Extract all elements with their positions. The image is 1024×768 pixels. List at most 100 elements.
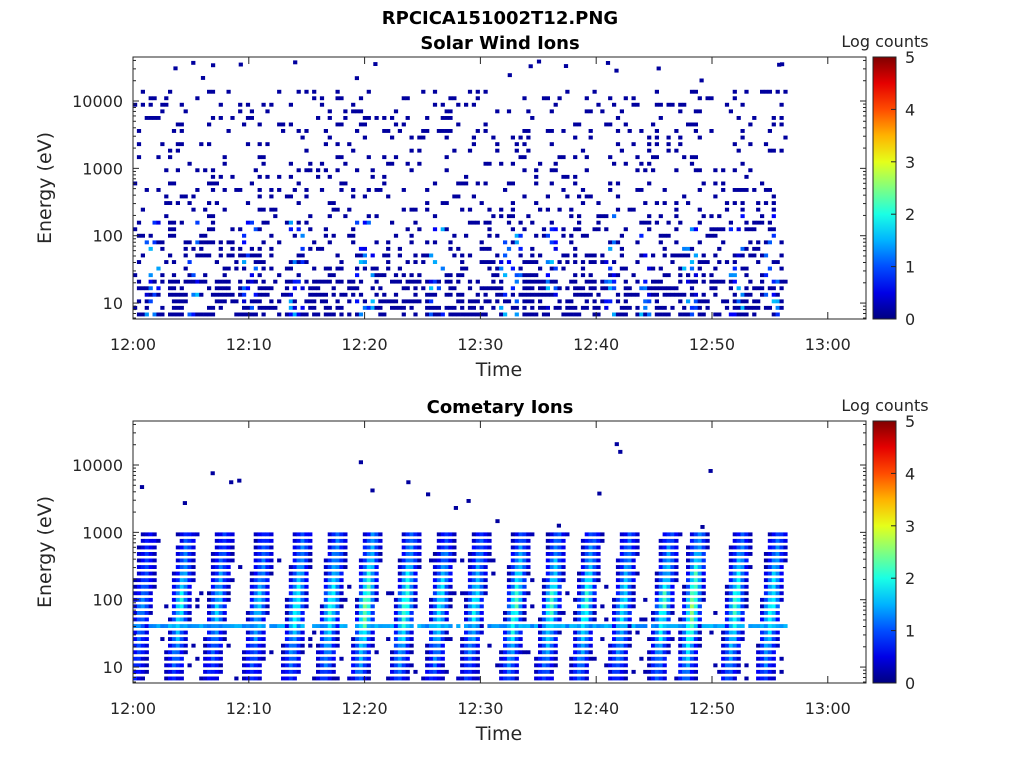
spectrogram-cell xyxy=(541,233,547,238)
spectrogram-cell xyxy=(390,220,395,225)
spectrogram-cell xyxy=(467,597,473,602)
spectrogram-cell xyxy=(382,155,387,160)
spectrogram-cell xyxy=(207,286,212,291)
spectrogram-cell xyxy=(183,246,188,251)
spectrogram-cell xyxy=(323,266,328,271)
spectrogram-cell xyxy=(752,312,757,317)
spectrogram-cell xyxy=(253,663,258,668)
spectrogram-cell xyxy=(627,558,632,563)
spectrogram-cell xyxy=(534,168,539,173)
spectrogram-cell xyxy=(374,266,379,271)
spectrogram-cell xyxy=(479,597,484,602)
spectrogram-cell xyxy=(214,584,219,589)
spectrogram-cell xyxy=(222,565,227,569)
spectrogram-cell xyxy=(460,676,465,681)
spectrogram-cell xyxy=(541,656,547,661)
spectrogram-cell xyxy=(253,597,258,602)
cometary-plot-frame xyxy=(132,420,867,684)
spectrogram-cell xyxy=(292,604,297,609)
spectrogram-cell xyxy=(393,604,399,609)
spectrogram-cell xyxy=(300,617,305,622)
spectrogram-cell xyxy=(767,286,772,291)
spectrogram-cell xyxy=(327,663,332,668)
spectrogram-cell xyxy=(721,624,726,628)
spectrogram-cell xyxy=(249,109,254,114)
spectrogram-cell xyxy=(763,676,769,681)
spectrogram-cell xyxy=(140,545,145,550)
spectrogram-cell xyxy=(479,591,484,596)
spectrogram-cell xyxy=(541,676,547,681)
spectrogram-cell xyxy=(175,663,180,668)
spectrogram-cell xyxy=(173,66,178,71)
spectrogram-cell xyxy=(327,617,332,622)
spectrogram-cell xyxy=(296,532,301,537)
spectrogram-cell xyxy=(651,292,656,297)
spectrogram-cell xyxy=(545,552,550,556)
spectrogram-cell xyxy=(596,305,601,310)
spectrogram-cell xyxy=(674,538,679,543)
spectrogram-cell xyxy=(522,617,527,622)
spectrogram-cell xyxy=(218,538,223,543)
spectrogram-cell xyxy=(541,312,547,317)
spectrogram-cell xyxy=(386,260,391,264)
spectrogram-cell xyxy=(767,669,772,674)
spectrogram-cell xyxy=(514,663,519,668)
spectrogram-cell xyxy=(600,532,605,537)
spectrogram-cell xyxy=(728,591,733,596)
spectrogram-cell xyxy=(615,312,621,317)
spectrogram-cell xyxy=(378,188,383,192)
spectrogram-cell xyxy=(736,565,741,569)
spectrogram-cell xyxy=(779,552,784,556)
spectrogram-cell xyxy=(183,552,188,556)
spectrogram-cell xyxy=(612,240,617,245)
spectrogram-cell xyxy=(584,299,589,304)
spectrogram-cell xyxy=(288,266,293,271)
spectrogram-cell xyxy=(413,260,418,264)
spectrogram-cell xyxy=(339,538,344,543)
spectrogram-cell xyxy=(577,286,582,291)
spectrogram-cell xyxy=(662,286,667,291)
spectrogram-cell xyxy=(783,538,788,543)
spectrogram-cell xyxy=(366,571,371,576)
spectrogram-cell xyxy=(763,669,769,674)
spectrogram-cell xyxy=(771,565,776,569)
spectrogram-cell xyxy=(767,227,772,232)
spectrogram-cell xyxy=(405,578,410,583)
spectrogram-cell xyxy=(467,565,473,569)
spectrogram-cell xyxy=(327,578,332,583)
spectrogram-cell xyxy=(358,630,364,635)
spectrogram-cell xyxy=(487,299,492,304)
spectrogram-cell xyxy=(584,565,589,569)
spectrogram-cell xyxy=(608,656,613,661)
spectrogram-cell xyxy=(171,292,177,297)
spectrogram-cell xyxy=(429,637,434,641)
spectrogram-cell xyxy=(300,604,305,609)
spectrogram-cell xyxy=(183,194,188,199)
spectrogram-cell xyxy=(339,604,344,609)
spectrogram-cell xyxy=(210,188,216,192)
spectrogram-cell xyxy=(767,611,772,615)
spectrogram-cell xyxy=(522,591,527,596)
spectrogram-cell xyxy=(144,643,149,648)
spectrogram-cell xyxy=(144,312,149,317)
spectrogram-cell xyxy=(261,286,266,291)
spectrogram-cell xyxy=(456,181,461,186)
spectrogram-cell xyxy=(456,102,461,107)
spectrogram-cell xyxy=(674,552,679,556)
spectrogram-cell xyxy=(265,584,270,589)
isolated-point xyxy=(370,488,375,493)
spectrogram-cell xyxy=(592,571,597,576)
spectrogram-cell xyxy=(518,552,523,556)
spectrogram-cell xyxy=(444,135,449,140)
spectrogram-cell xyxy=(506,591,512,596)
spectrogram-cell xyxy=(545,312,550,317)
spectrogram-cell xyxy=(748,624,753,628)
spectrogram-cell xyxy=(133,611,138,615)
spectrogram-cell xyxy=(179,545,184,550)
spectrogram-cell xyxy=(327,565,332,569)
spectrogram-cell xyxy=(432,578,438,583)
spectrogram-cell xyxy=(144,571,149,576)
spectrogram-cell xyxy=(744,312,749,317)
spectrogram-cell xyxy=(467,207,473,212)
spectrogram-cell xyxy=(584,253,589,258)
